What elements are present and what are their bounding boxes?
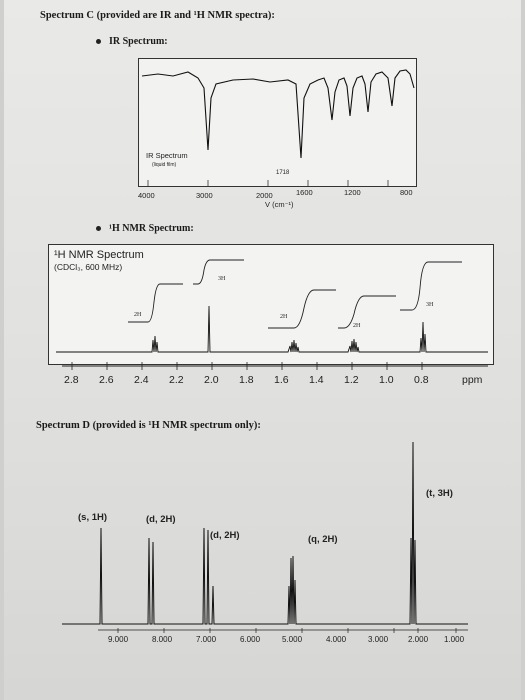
bullet-dot-icon [96,226,101,232]
ir-tick-2000: 2000 [256,191,273,200]
d-peak-labels: (s, 1H) (d, 2H) (d, 2H) (q, 2H) (t, 3H) [78,488,453,545]
hnmr-tick-2.2: 2.2 [169,374,184,386]
ir-spectrum-chart: IR Spectrum (liquid film) 1718 4000 3000… [138,58,417,209]
d-trace [62,441,468,625]
ir-axis-label: V (cm⁻¹) [265,200,294,209]
worksheet-page: Spectrum C (provided are IR and ¹H NMR s… [4,0,521,700]
spectrum-d-heading: Spectrum D (provided is ¹H NMR spectrum … [36,420,261,431]
spectrum-c-heading: Spectrum C (provided are IR and ¹H NMR s… [40,10,275,21]
d-tick-9: 9.000 [108,635,129,644]
ir-ticks [147,180,389,186]
d-axis-ticks [117,628,457,633]
hnmr-tick-labels: 2.8 2.6 2.4 2.2 2.0 1.8 1.6 1.4 1.2 1.0 … [64,374,483,386]
hnmr-frame [48,244,494,365]
hnmr-tick-2.0: 2.0 [204,374,219,386]
nmr-bullet-label: ¹H NMR Spectrum: [109,223,194,234]
hnmr-int-4: 2H [353,323,361,329]
d-label-q2h: (q, 2H) [308,534,338,545]
ir-tick-1600: 1600 [296,188,313,197]
d-label-d2h-1: (d, 2H) [146,514,176,525]
ir-bullet: IR Spectrum: [96,36,168,47]
d-label-d2h-2: (d, 2H) [210,530,240,541]
hnmr-tick-2.4: 2.4 [134,374,149,386]
hnmr-unit: ppm [462,374,483,386]
d-tick-4: 4.000 [326,635,347,644]
d-tick-6: 6.000 [240,635,261,644]
d-tick-8: 8.000 [152,635,173,644]
hnmr-spectrum-chart: ¹H NMR Spectrum (CDCl₃, 600 MHz) 2H 3H 2… [48,244,494,386]
ir-trace [141,69,415,159]
hnmr-peaks [56,305,488,353]
ir-label-2: (liquid film) [152,162,177,168]
ir-tick-1200: 1200 [344,188,361,197]
d-label-s1h: (s, 1H) [78,512,107,523]
d-tick-7: 7.000 [196,635,217,644]
ir-bullet-label: IR Spectrum: [109,36,168,47]
d-tick-1: 1.000 [444,635,465,644]
spectrum-d-chart: (s, 1H) (d, 2H) (d, 2H) (q, 2H) (t, 3H) … [62,441,468,644]
hnmr-subtitle: (CDCl₃, 600 MHz) [54,262,122,272]
d-label-t3h: (t, 3H) [426,488,453,499]
hnmr-axis-ticks [71,362,423,370]
nmr-bullet: ¹H NMR Spectrum: [96,223,194,234]
hnmr-tick-1.6: 1.6 [274,374,289,386]
d-tick-5: 5.000 [282,635,303,644]
hnmr-int-5: 3H [426,302,434,308]
d-tick-2: 2.000 [408,635,429,644]
hnmr-tick-2.6: 2.6 [99,374,114,386]
ir-tick-3000: 3000 [196,191,213,200]
bullet-dot-icon [96,39,101,45]
hnmr-tick-1.0: 1.0 [379,374,394,386]
hnmr-integrals [128,259,462,329]
ir-label-1: IR Spectrum [146,151,188,160]
hnmr-int-3: 2H [280,314,288,320]
hnmr-tick-0.8: 0.8 [414,374,429,386]
hnmr-title: ¹H NMR Spectrum [54,249,144,261]
hnmr-int-1: 2H [134,312,142,318]
hnmr-tick-1.4: 1.4 [309,374,324,386]
hnmr-tick-1.2: 1.2 [344,374,359,386]
d-tick-labels: 9.000 8.000 7.000 6.000 5.000 4.000 3.00… [108,635,465,644]
ir-tick-800: 800 [400,188,413,197]
hnmr-int-2: 3H [218,276,226,282]
ir-tick-4000: 4000 [138,191,155,200]
ir-peak-label: 1718 [276,170,290,176]
ir-frame [138,58,417,187]
hnmr-tick-2.8: 2.8 [64,374,79,386]
hnmr-tick-1.8: 1.8 [239,374,254,386]
d-tick-3: 3.000 [368,635,389,644]
